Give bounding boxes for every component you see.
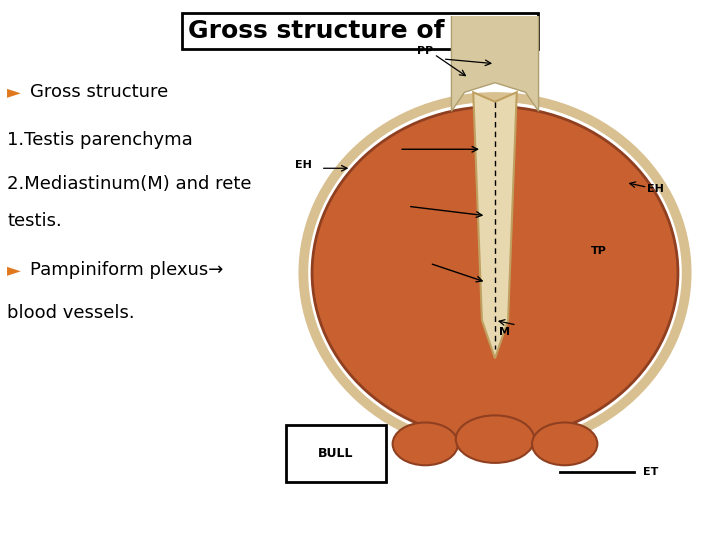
Text: blood vessels.: blood vessels. [7, 304, 135, 322]
Text: testis.: testis. [7, 212, 62, 231]
Ellipse shape [392, 422, 458, 465]
Text: BULL: BULL [318, 447, 354, 460]
Ellipse shape [312, 106, 678, 439]
Ellipse shape [532, 422, 598, 465]
Text: ET: ET [643, 467, 659, 477]
Ellipse shape [456, 415, 534, 463]
Text: Gross structure: Gross structure [30, 83, 168, 101]
Text: TP: TP [591, 246, 607, 256]
Text: Pampiniform plexus→: Pampiniform plexus→ [30, 261, 224, 279]
Text: Gross structure of testis: Gross structure of testis [188, 19, 532, 43]
Text: 2.Mediastinum(M) and rete: 2.Mediastinum(M) and rete [7, 174, 252, 193]
Text: ►: ► [7, 83, 21, 101]
Text: PP: PP [417, 46, 433, 56]
FancyBboxPatch shape [286, 425, 386, 482]
Text: EH: EH [647, 184, 665, 194]
Text: EH: EH [294, 160, 312, 170]
Polygon shape [473, 92, 517, 359]
Text: M: M [500, 327, 510, 336]
Text: 1.Testis parenchyma: 1.Testis parenchyma [7, 131, 193, 150]
Text: ►: ► [7, 261, 21, 279]
Polygon shape [451, 0, 539, 111]
